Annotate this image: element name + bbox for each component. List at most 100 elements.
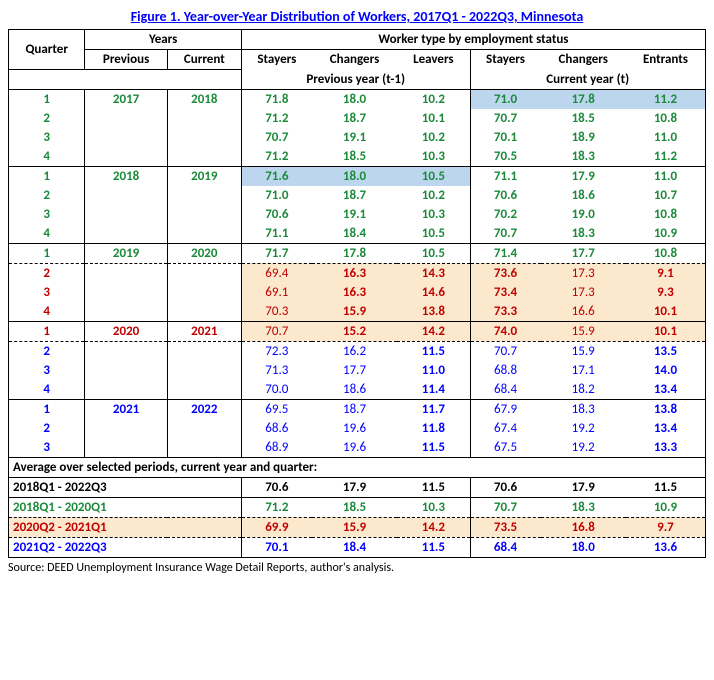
cell-value: 71.3 [241,361,311,380]
cell-quarter: 2 [9,341,85,361]
cell-prev-year [85,302,167,322]
cell-value: 68.4 [470,380,540,400]
cell-value: 18.6 [312,380,397,400]
cell-value: 19.1 [312,205,397,224]
cell-quarter: 2 [9,109,85,128]
col-prev-year: Previous year (t-1) [241,70,470,90]
cell-value: 11.2 [626,147,706,167]
cell-value: 70.7 [241,321,311,341]
avg-label: 2020Q2 - 2021Q1 [9,517,242,537]
cell-value: 18.4 [312,537,397,557]
cell-value: 11.5 [397,477,470,497]
cell-value: 10.5 [397,166,470,186]
cell-value: 70.7 [470,109,540,128]
cell-curr-year [167,419,241,438]
cell-value: 14.2 [397,321,470,341]
cell-value: 9.7 [626,517,706,537]
cell-value: 19.2 [541,438,626,458]
cell-value: 70.5 [470,147,540,167]
cell-value: 68.8 [470,361,540,380]
cell-value: 70.6 [241,205,311,224]
cell-value: 10.5 [397,243,470,263]
cell-value: 10.9 [626,497,706,517]
col-current: Current [167,50,241,70]
cell-value: 10.2 [397,186,470,205]
table-row: 12017201871.818.010.271.017.811.2 [9,89,706,109]
cell-value: 17.7 [541,243,626,263]
cell-value: 69.9 [241,517,311,537]
cell-value: 9.3 [626,283,706,302]
cell-quarter: 2 [9,186,85,205]
cell-quarter: 1 [9,89,85,109]
cell-value: 17.9 [541,477,626,497]
cell-value: 14.2 [397,517,470,537]
cell-value: 70.7 [470,224,540,244]
cell-value: 19.6 [312,419,397,438]
cell-curr-year: 2018 [167,89,241,109]
cell-quarter: 3 [9,205,85,224]
cell-value: 14.6 [397,283,470,302]
cell-quarter: 4 [9,302,85,322]
cell-value: 13.8 [397,302,470,322]
cell-curr-year [167,302,241,322]
cell-curr-year: 2021 [167,321,241,341]
col-stayers-1: Stayers [241,50,311,70]
cell-value: 71.6 [241,166,311,186]
col-worker-type: Worker type by employment status [241,30,705,50]
cell-value: 70.6 [241,477,311,497]
cell-value: 67.4 [470,419,540,438]
cell-curr-year [167,361,241,380]
cell-value: 18.0 [541,537,626,557]
cell-value: 17.3 [541,283,626,302]
cell-value: 73.5 [470,517,540,537]
cell-value: 10.1 [397,109,470,128]
cell-value: 70.3 [241,302,311,322]
cell-prev-year [85,263,167,283]
table-row: 2020Q2 - 2021Q169.915.914.273.516.89.7 [9,517,706,537]
cell-value: 18.5 [541,109,626,128]
cell-value: 71.7 [241,243,311,263]
cell-prev-year: 2018 [85,166,167,186]
cell-value: 11.0 [626,128,706,147]
cell-value: 17.9 [541,166,626,186]
cell-value: 18.4 [312,224,397,244]
cell-value: 71.1 [241,224,311,244]
table-row: 470.315.913.873.316.610.1 [9,302,706,322]
table-row: 271.018.710.270.618.610.7 [9,186,706,205]
cell-quarter: 2 [9,263,85,283]
avg-header: Average over selected periods, current y… [9,457,706,477]
cell-value: 10.5 [397,224,470,244]
cell-value: 71.8 [241,89,311,109]
cell-value: 15.9 [541,321,626,341]
table-row: 370.719.110.270.118.911.0 [9,128,706,147]
cell-prev-year [85,380,167,400]
table-row: 471.218.510.370.518.311.2 [9,147,706,167]
cell-value: 11.0 [626,166,706,186]
cell-curr-year: 2019 [167,166,241,186]
table-row: 2018Q1 - 2020Q171.218.510.370.718.310.9 [9,497,706,517]
cell-value: 17.1 [541,361,626,380]
cell-curr-year [167,380,241,400]
cell-value: 16.6 [541,302,626,322]
cell-value: 73.4 [470,283,540,302]
cell-quarter: 3 [9,438,85,458]
col-stayers-2: Stayers [470,50,540,70]
cell-value: 17.8 [312,243,397,263]
cell-value: 10.1 [626,302,706,322]
avg-label: 2018Q1 - 2020Q1 [9,497,242,517]
cell-value: 16.8 [541,517,626,537]
cell-value: 18.3 [541,224,626,244]
cell-curr-year [167,147,241,167]
cell-value: 13.6 [626,537,706,557]
cell-value: 18.6 [541,186,626,205]
cell-value: 70.7 [241,128,311,147]
cell-quarter: 3 [9,283,85,302]
cell-value: 67.5 [470,438,540,458]
cell-value: 71.2 [241,109,311,128]
cell-value: 11.8 [397,419,470,438]
cell-value: 16.3 [312,283,397,302]
col-quarter: Quarter [9,30,85,70]
cell-value: 18.7 [312,109,397,128]
col-changers-1: Changers [312,50,397,70]
cell-value: 70.6 [470,186,540,205]
